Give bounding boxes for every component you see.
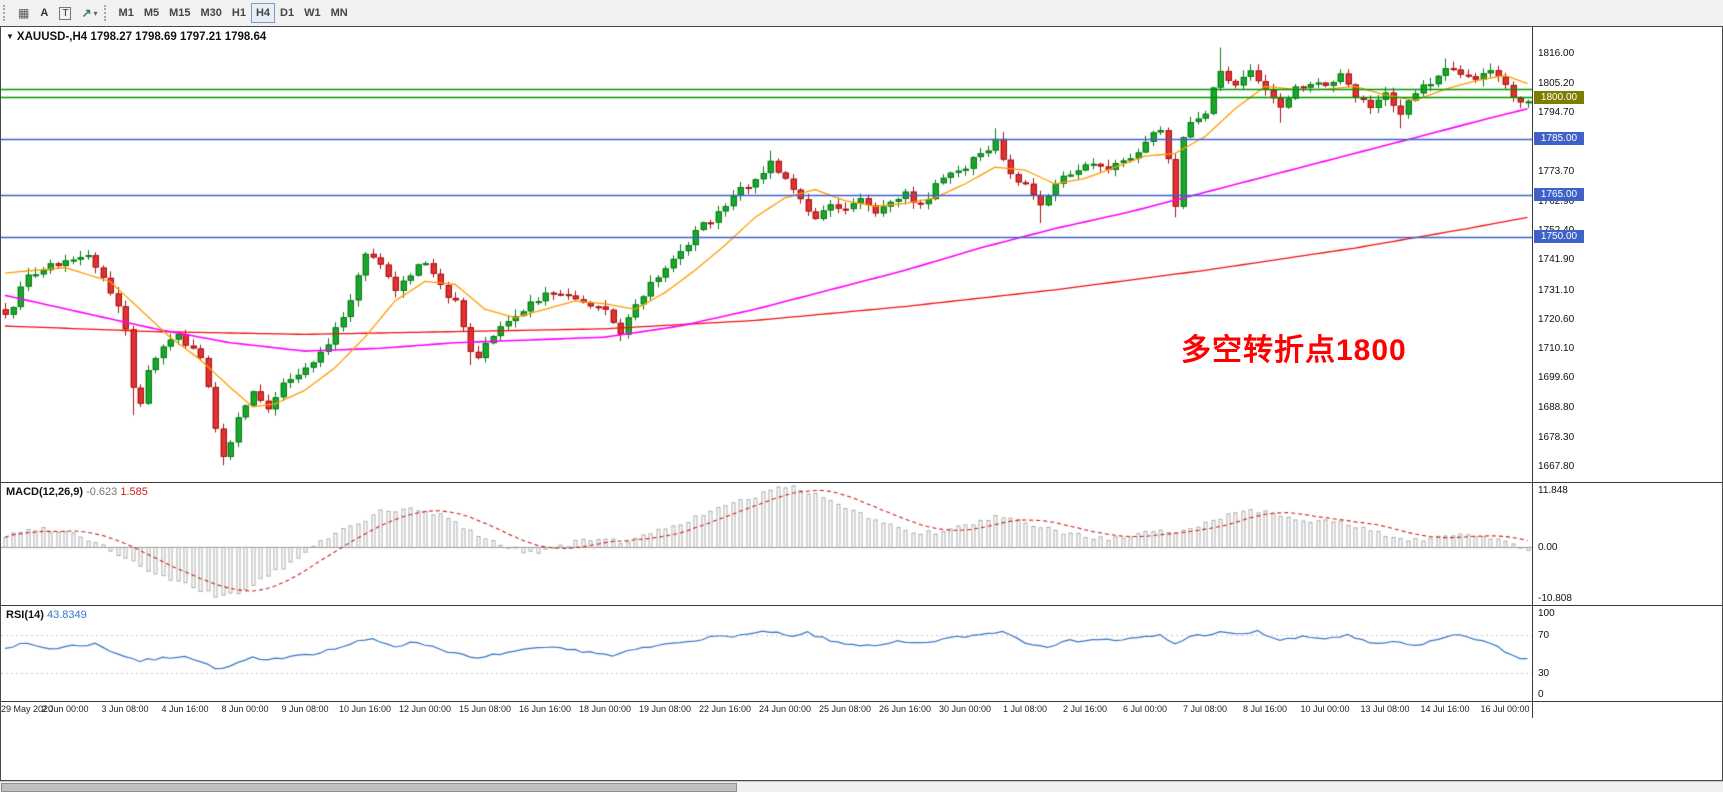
time-axis-label: 6 Jul 00:00 (1122, 704, 1168, 714)
time-axis-label: 18 Jun 00:00 (578, 704, 632, 714)
price-chart-canvas[interactable] (1, 28, 1532, 482)
grid-icon: ▦ (18, 6, 30, 20)
rsi-title: RSI(14) 43.8349 (6, 609, 87, 621)
timeframe-h4-button[interactable]: H4 (250, 3, 276, 23)
time-axis-label: 10 Jun 16:00 (338, 704, 392, 714)
time-axis-label: 16 Jul 00:00 (1480, 704, 1530, 714)
collapse-icon[interactable]: ▼ (6, 32, 14, 41)
time-axis-label: 25 Jun 08:00 (818, 704, 872, 714)
chart-ohlc-values: 1798.27 1798.69 1797.21 1798.64 (90, 31, 267, 43)
time-axis-label: 8 Jul 16:00 (1242, 704, 1288, 714)
price-axis-label: 1667.80 (1538, 460, 1575, 472)
time-axis-label: 14 Jul 16:00 (1420, 704, 1470, 714)
macd-axis-label: -10.808 (1538, 593, 1572, 604)
rsi-value: 43.8349 (46, 609, 87, 621)
text-tool-button[interactable]: T (54, 3, 76, 23)
grid-tool-button[interactable]: ▦ (13, 3, 34, 23)
chart-annotation[interactable]: 多空转折点1800 (1181, 334, 1407, 367)
price-axis-label: 1699.60 (1538, 372, 1575, 384)
price-axis-badge: 1785.00 (1534, 132, 1584, 146)
time-axis-label: 16 Jun 16:00 (518, 704, 572, 714)
macd-signal-value: 1.585 (120, 486, 148, 498)
price-axis-label: 1688.80 (1538, 402, 1575, 414)
price-axis-badge: 1765.00 (1534, 188, 1584, 202)
timeframe-m1-button[interactable]: M1 (114, 3, 139, 23)
macd-indicator-canvas[interactable] (1, 483, 1532, 605)
price-axis-label: 1720.60 (1538, 313, 1575, 325)
rsi-indicator-canvas[interactable] (1, 606, 1532, 701)
timeframe-d1-button[interactable]: D1 (275, 3, 299, 23)
main-toolbar: ▦ A T ↗ ▾ M1 M5 M15 M30 H1 H4 D1 W1 MN (0, 0, 1723, 26)
horizontal-scrollbar[interactable] (0, 781, 1723, 792)
scrollbar-thumb[interactable] (1, 783, 737, 792)
chart-title: ▼ XAUUSD-,H4 1798.27 1798.69 1797.21 1798… (6, 31, 266, 43)
chevron-down-icon: ▾ (93, 8, 98, 18)
price-axis-badge: 1800.00 (1534, 90, 1584, 104)
time-axis-label: 4 Jun 16:00 (161, 704, 209, 714)
arrow-icon: ↗ (81, 6, 92, 20)
rsi-label: RSI(14) (6, 609, 44, 621)
time-axis-label: 19 Jun 08:00 (638, 704, 692, 714)
time-axis-label: 9 Jun 08:00 (281, 704, 329, 714)
price-axis-divider (1532, 27, 1533, 718)
macd-axis-label: 11.848 (1538, 485, 1568, 496)
macd-title: MACD(12,26,9) -0.623 1.585 (6, 486, 148, 498)
timeframe-m5-button[interactable]: M5 (139, 3, 164, 23)
macd-label: MACD(12,26,9) (6, 486, 84, 498)
rsi-axis-label: 0 (1538, 689, 1544, 700)
rsi-axis-label: 70 (1538, 629, 1550, 641)
price-axis-label: 1731.10 (1538, 284, 1575, 296)
time-axis-label: 2 Jun 00:00 (41, 704, 89, 714)
rsi-axis-label: 30 (1538, 667, 1550, 679)
timeframe-h1-button[interactable]: H1 (227, 3, 251, 23)
time-axis-label: 22 Jun 16:00 (698, 704, 752, 714)
time-axis[interactable]: 29 May 2020 2 Jun 00:00 3 Jun 08:00 4 Jun 1… (1, 702, 1723, 718)
text-tool-icon: T (59, 6, 72, 20)
chart-symbol-label: XAUUSD-,H4 (16, 31, 88, 43)
rsi-axis-label: 100 (1538, 608, 1555, 619)
price-axis-label: 1710.10 (1538, 343, 1575, 355)
toolbar-grip[interactable] (3, 5, 10, 21)
panel-divider[interactable] (1, 482, 1722, 483)
time-axis-label: 2 Jul 16:00 (1062, 704, 1108, 714)
panel-divider[interactable] (1, 605, 1722, 606)
timeframe-m15-button[interactable]: M15 (164, 3, 195, 23)
time-axis-label: 26 Jun 16:00 (878, 704, 932, 714)
time-axis-label: 29 May 2020 (0, 704, 54, 714)
time-axis-label: 7 Jul 08:00 (1182, 704, 1228, 714)
time-axis-label: 12 Jun 00:00 (398, 704, 452, 714)
macd-axis-label: 0.00 (1538, 541, 1558, 553)
time-axis-label: 13 Jul 08:00 (1360, 704, 1410, 714)
time-axis-label: 24 Jun 00:00 (758, 704, 812, 714)
price-axis-label: 1816.00 (1538, 48, 1575, 60)
price-axis-label: 1794.70 (1538, 107, 1575, 119)
toolbar-grip[interactable] (103, 5, 111, 21)
price-axis-label: 1678.30 (1538, 431, 1575, 443)
time-axis-label: 1 Jul 08:00 (1002, 704, 1048, 714)
price-axis-label: 1762.90 (1538, 195, 1575, 207)
timeframe-w1-button[interactable]: W1 (299, 3, 326, 23)
label-tool-button[interactable]: A (34, 3, 54, 23)
panel-divider (1, 701, 1722, 702)
time-axis-label: 10 Jul 00:00 (1300, 704, 1350, 714)
time-axis-label: 15 Jun 08:00 (458, 704, 512, 714)
label-tool-icon: A (40, 7, 49, 19)
price-axis-badge: 1750.00 (1534, 229, 1584, 243)
timeframe-m30-button[interactable]: M30 (196, 3, 227, 23)
price-axis-label: 1773.70 (1538, 165, 1575, 177)
timeframe-mn-button[interactable]: MN (326, 3, 353, 23)
chart-window: ▼ XAUUSD-,H4 1798.27 1798.69 1797.21 1798… (0, 26, 1723, 781)
time-axis-label: 3 Jun 08:00 (101, 704, 149, 714)
time-axis-label: 30 Jun 00:00 (938, 704, 992, 714)
price-axis-label: 1741.90 (1538, 254, 1575, 266)
macd-main-value: -0.623 (86, 486, 118, 498)
price-axis-label: 1805.20 (1538, 78, 1575, 90)
time-axis-label: 8 Jun 00:00 (221, 704, 269, 714)
arrows-tool-button[interactable]: ↗ ▾ (76, 3, 102, 23)
